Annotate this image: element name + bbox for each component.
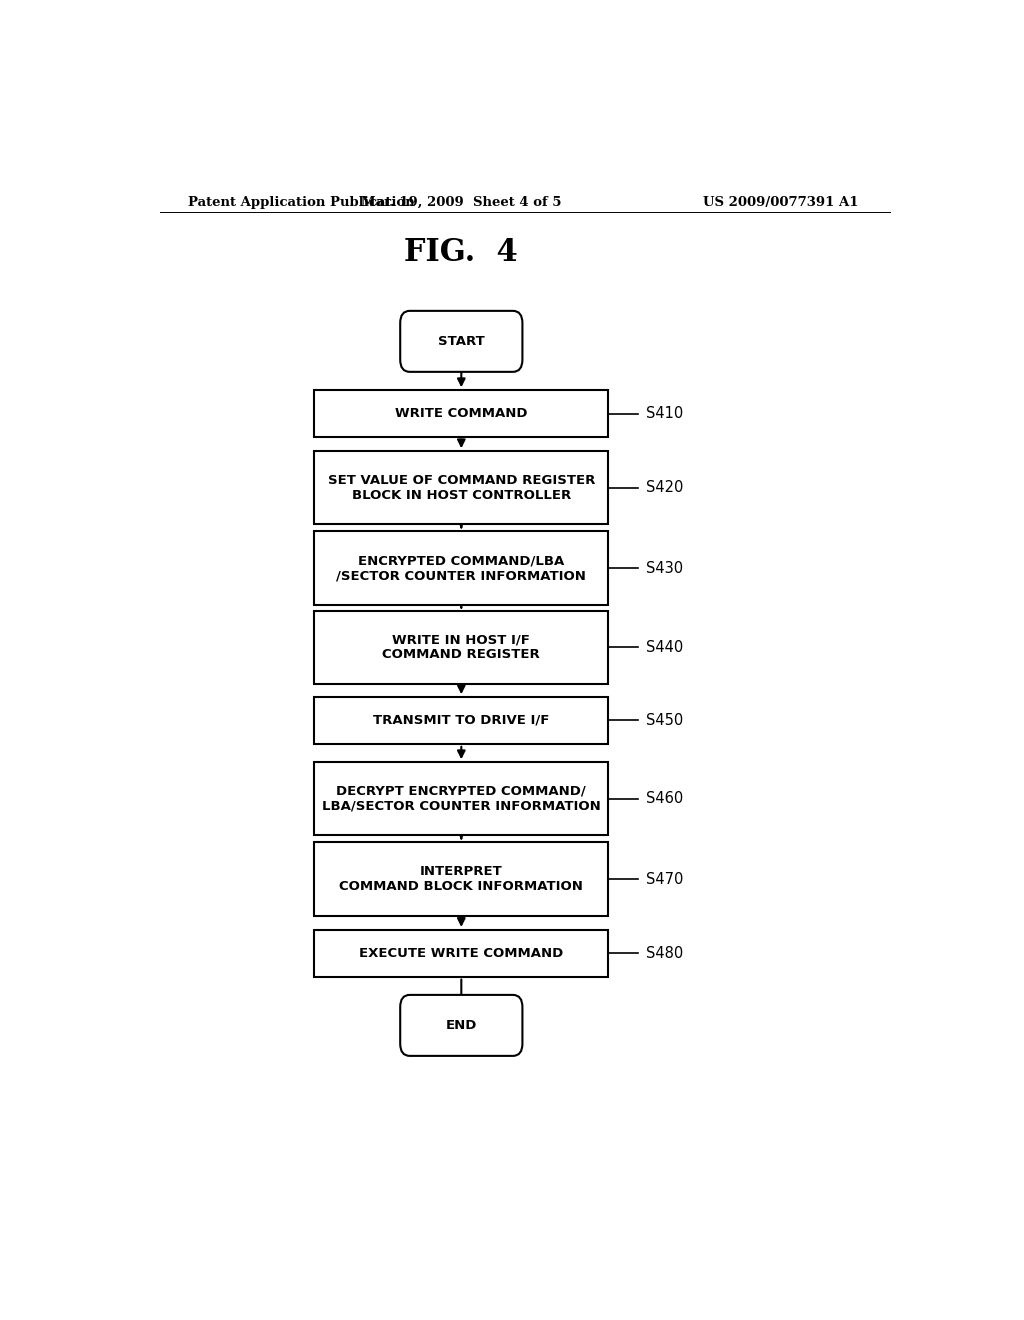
Text: US 2009/0077391 A1: US 2009/0077391 A1 [702,195,858,209]
Text: WRITE COMMAND: WRITE COMMAND [395,407,527,420]
FancyBboxPatch shape [314,391,608,437]
FancyBboxPatch shape [400,312,522,372]
Text: S450: S450 [646,713,683,727]
FancyBboxPatch shape [314,697,608,744]
FancyBboxPatch shape [314,842,608,916]
Text: ENCRYPTED COMMAND/LBA
/SECTOR COUNTER INFORMATION: ENCRYPTED COMMAND/LBA /SECTOR COUNTER IN… [336,554,587,582]
Text: START: START [438,335,484,348]
Text: INTERPRET
COMMAND BLOCK INFORMATION: INTERPRET COMMAND BLOCK INFORMATION [339,865,584,894]
FancyBboxPatch shape [314,611,608,684]
Text: TRANSMIT TO DRIVE I/F: TRANSMIT TO DRIVE I/F [373,714,550,727]
Text: Mar. 19, 2009  Sheet 4 of 5: Mar. 19, 2009 Sheet 4 of 5 [361,195,561,209]
FancyBboxPatch shape [314,532,608,605]
Text: S430: S430 [646,561,683,576]
FancyBboxPatch shape [314,762,608,836]
Text: EXECUTE WRITE COMMAND: EXECUTE WRITE COMMAND [359,946,563,960]
Text: WRITE IN HOST I/F
COMMAND REGISTER: WRITE IN HOST I/F COMMAND REGISTER [382,634,541,661]
Text: S420: S420 [646,480,684,495]
Text: SET VALUE OF COMMAND REGISTER
BLOCK IN HOST CONTROLLER: SET VALUE OF COMMAND REGISTER BLOCK IN H… [328,474,595,502]
Text: S480: S480 [646,945,683,961]
Text: S460: S460 [646,791,683,807]
Text: S470: S470 [646,871,684,887]
Text: S410: S410 [646,407,683,421]
FancyBboxPatch shape [400,995,522,1056]
FancyBboxPatch shape [314,451,608,524]
FancyBboxPatch shape [314,929,608,977]
Text: FIG.  4: FIG. 4 [404,238,518,268]
Text: S440: S440 [646,640,683,655]
Text: Patent Application Publication: Patent Application Publication [187,195,415,209]
Text: DECRYPT ENCRYPTED COMMAND/
LBA/SECTOR COUNTER INFORMATION: DECRYPT ENCRYPTED COMMAND/ LBA/SECTOR CO… [322,784,601,813]
Text: END: END [445,1019,477,1032]
